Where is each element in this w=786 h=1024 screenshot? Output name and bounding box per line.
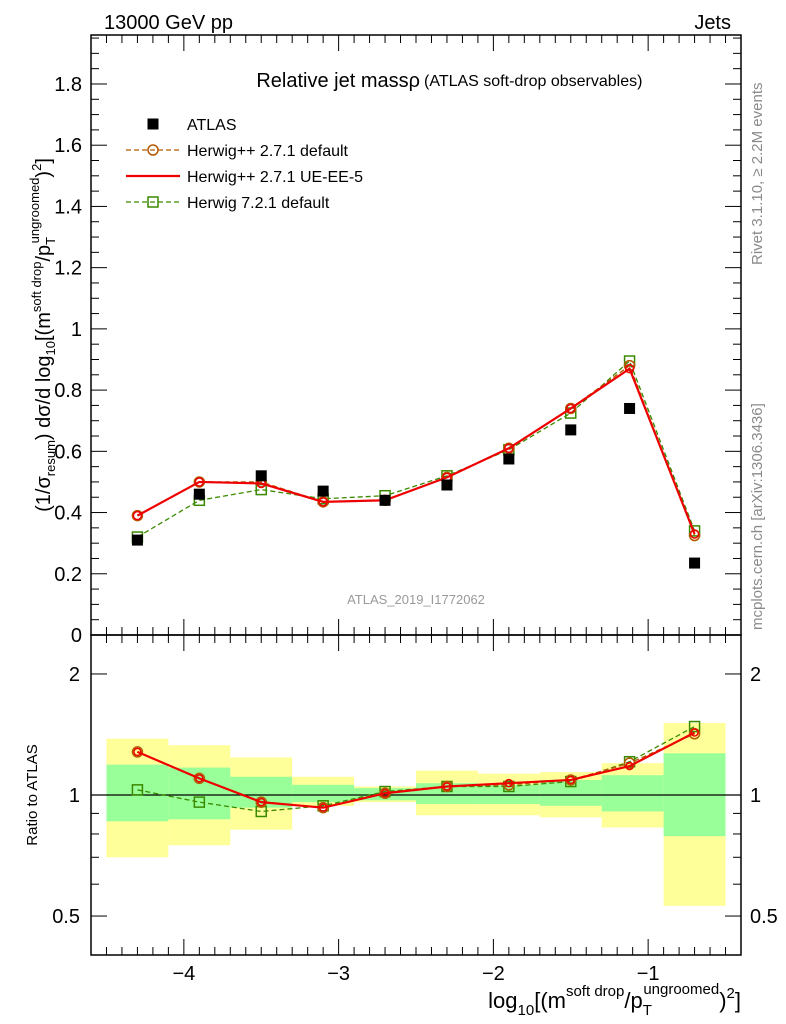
main-series-point	[565, 402, 577, 415]
ratio-series-point	[193, 796, 206, 808]
ratio-series-point	[688, 720, 701, 733]
ratio-series-point	[131, 784, 144, 796]
atlas-data-point	[624, 402, 636, 414]
atlas-data-point	[193, 488, 205, 500]
main-series-line	[136, 366, 696, 535]
header-left: 13000 GeV pp	[104, 12, 233, 34]
main-series-point	[566, 403, 576, 414]
main-series-point	[688, 525, 701, 537]
x-tick-label: −4	[172, 963, 195, 985]
ratio-series-point	[195, 774, 204, 783]
main-series-point	[318, 497, 328, 507]
ratio-series-line	[136, 731, 696, 809]
main-series-point	[504, 443, 514, 454]
x-tick-label: −1	[637, 963, 660, 985]
main-series-point	[132, 510, 143, 521]
x-axis-label: log10[(msoft drop/pTungroomed)2]	[488, 981, 741, 1019]
mcplots-label: mcplots.cern.ch [arXiv:1306.3436]	[749, 403, 766, 630]
atlas-data-point	[441, 479, 453, 491]
ratio-series-point	[566, 775, 576, 785]
atlas-data-point	[503, 453, 515, 465]
main-series-line	[137, 359, 696, 538]
ratio-inner-band	[106, 764, 169, 822]
main-y-tick-label: 1.8	[54, 74, 82, 96]
main-plot-marks	[131, 355, 701, 569]
main-series-point	[689, 529, 700, 539]
main-series-point	[624, 363, 635, 374]
ratio-series-point	[380, 789, 390, 798]
ratio-plot-marks	[91, 720, 741, 906]
ratio-series-point	[318, 803, 328, 812]
main-y-tick-label: 0.4	[54, 503, 82, 525]
ratio-series-point	[504, 778, 514, 788]
ratio-y-tick-label: 1	[69, 785, 80, 807]
header-right: Jets	[694, 12, 731, 34]
atlas-data-point	[565, 424, 577, 436]
main-y-tick-label: 1.2	[54, 258, 82, 280]
main-y-tick-label: 1	[71, 319, 82, 341]
main-y-tick-label: 0.2	[54, 564, 82, 586]
ratio-y-tick-label-right: 1	[750, 785, 761, 807]
main-series-point	[503, 442, 515, 455]
main-series-point	[131, 509, 144, 522]
ratio-inner-band	[292, 784, 355, 803]
ratio-series-point	[133, 747, 142, 757]
main-y-tick-label: 0	[71, 625, 82, 647]
main-series-point	[194, 477, 205, 487]
legend-marker	[147, 144, 159, 156]
legend-label: Herwig 7.2.1 default	[187, 195, 330, 212]
legend-marker	[147, 118, 159, 130]
ratio-series-point	[442, 782, 452, 791]
atlas-data-point	[689, 557, 701, 569]
ratio-y-tick-label-right: 0.5	[750, 906, 778, 928]
main-y-tick-label: 1.4	[54, 196, 82, 218]
atlas-data-point	[255, 470, 267, 482]
legend-marker	[147, 196, 159, 208]
svg-text:log10[(msoft drop/pTungroomed): log10[(msoft drop/pTungroomed)2]	[488, 981, 741, 1019]
ratio-series-point	[131, 746, 144, 758]
main-plot-panel: 0 0.2 0.4 0.6 0.8 1 1.2 1.4 1.6 1.8 Relative jet …	[54, 34, 742, 647]
x-tick-label: −2	[482, 963, 505, 985]
atlas-data-point	[131, 534, 143, 546]
x-tick-label: −3	[327, 963, 350, 985]
analysis-watermark: ATLAS_2019_I1772062	[347, 592, 485, 607]
ratio-series-point	[193, 772, 206, 785]
ratio-axis-label: Ratio to ATLAS	[24, 744, 41, 845]
ratio-axis-ticks: −4 −3 −2 −1 0.5 0.5 1 1 2 2	[52, 635, 778, 985]
main-series-line	[137, 364, 696, 536]
ratio-series-point	[690, 728, 699, 737]
ratio-inner-band	[168, 767, 231, 820]
legend-label: ATLAS	[187, 117, 237, 134]
rivet-label: Rivet 3.1.10, ≥ 2.2M events	[749, 83, 766, 266]
ratio-y-tick-label: 2	[69, 664, 80, 686]
chart-title: Relative jet massρ	[256, 70, 420, 92]
chart-subtitle: (ATLAS soft-drop observables)	[424, 73, 642, 90]
atlas-data-point	[317, 485, 329, 497]
ratio-plot-panel: −4 −3 −2 −1 0.5 0.5 1 1 2 2	[52, 634, 778, 985]
ratio-y-tick-label: 0.5	[52, 906, 80, 928]
atlas-data-point	[379, 494, 391, 506]
legend-label: Herwig++ 2.7.1 default	[187, 143, 349, 160]
main-axis-ticks: 0 0.2 0.4 0.6 0.8 1 1.2 1.4 1.6 1.8	[54, 35, 741, 647]
legend-label: Herwig++ 2.7.1 UE-EE-5	[187, 169, 363, 186]
ratio-y-tick-label-right: 2	[750, 664, 761, 686]
ratio-inner-band	[601, 775, 664, 812]
main-y-tick-label: 0.6	[54, 441, 82, 463]
main-y-tick-label: 1.6	[54, 135, 82, 157]
legend: ATLAS Herwig++ 2.7.1 default Herwig++ 2.7.…	[126, 117, 363, 212]
ratio-series-point	[625, 761, 634, 771]
ratio-inner-band	[477, 784, 540, 804]
ratio-series-point	[256, 797, 266, 807]
main-y-tick-label: 0.8	[54, 380, 82, 402]
